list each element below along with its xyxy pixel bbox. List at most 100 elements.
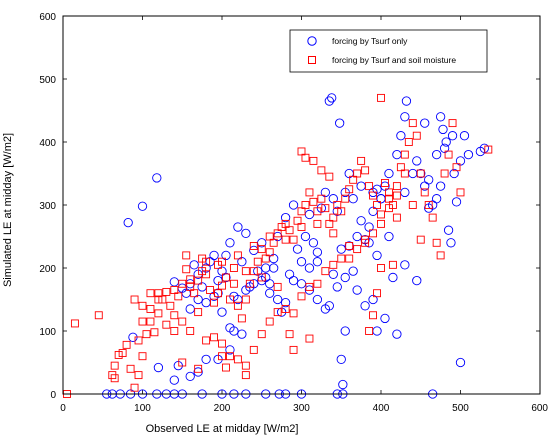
point-tsurf-only — [356, 216, 366, 226]
point-tsurf-only — [348, 194, 358, 204]
point-tsurf-soil-moisture — [222, 363, 230, 372]
point-tsurf-soil-moisture — [249, 267, 258, 276]
point-tsurf-only — [368, 294, 378, 305]
point-tsurf-only — [304, 285, 315, 295]
point-tsurf-soil-moisture — [361, 166, 370, 175]
point-tsurf-soil-moisture — [122, 340, 131, 349]
point-tsurf-soil-moisture — [178, 279, 187, 288]
point-tsurf-soil-moisture — [158, 295, 167, 304]
point-tsurf-soil-moisture — [241, 295, 250, 304]
point-tsurf-only — [193, 294, 203, 305]
point-tsurf-soil-moisture — [162, 287, 171, 296]
point-tsurf-only — [380, 313, 390, 324]
point-tsurf-soil-moisture — [325, 219, 334, 228]
point-tsurf-soil-moisture — [253, 257, 262, 266]
axis-ticks — [62, 15, 541, 395]
point-tsurf-soil-moisture — [377, 210, 385, 219]
point-tsurf-soil-moisture — [301, 201, 310, 209]
point-tsurf-only — [237, 257, 247, 267]
point-tsurf-soil-moisture — [194, 276, 203, 285]
point-tsurf-only — [153, 362, 164, 373]
point-tsurf-soil-moisture — [154, 289, 163, 298]
point-tsurf-soil-moisture — [186, 275, 195, 284]
point-tsurf-only — [189, 260, 199, 270]
point-tsurf-soil-moisture — [233, 251, 242, 260]
point-tsurf-soil-moisture — [178, 317, 187, 326]
point-tsurf-soil-moisture — [214, 260, 222, 269]
point-tsurf-only — [300, 231, 311, 242]
point-tsurf-only — [439, 143, 450, 153]
point-tsurf-soil-moisture — [198, 254, 207, 263]
point-tsurf-soil-moisture — [289, 235, 298, 244]
point-tsurf-soil-moisture — [377, 219, 385, 228]
point-tsurf-soil-moisture — [424, 201, 433, 209]
point-tsurf-only — [328, 269, 338, 279]
point-tsurf-soil-moisture — [273, 282, 282, 291]
point-tsurf-only — [420, 118, 430, 128]
point-tsurf-soil-moisture — [301, 153, 310, 162]
point-tsurf-soil-moisture — [190, 289, 199, 298]
point-tsurf-soil-moisture — [186, 327, 195, 335]
y-axis-label: Simulated LE at midday [W/m2] — [2, 133, 14, 287]
point-tsurf-soil-moisture — [229, 264, 238, 272]
legend-box — [289, 29, 488, 73]
point-tsurf-only — [185, 304, 195, 314]
point-tsurf-soil-moisture — [305, 188, 314, 197]
point-tsurf-only — [388, 272, 398, 283]
point-tsurf-soil-moisture — [281, 219, 290, 228]
point-tsurf-soil-moisture — [265, 317, 274, 326]
point-tsurf-soil-moisture — [289, 345, 298, 354]
x-tick-label-300: 300 — [293, 403, 310, 414]
point-tsurf-soil-moisture — [317, 194, 326, 203]
point-tsurf-only — [364, 222, 374, 232]
point-tsurf-only — [152, 173, 162, 183]
point-tsurf-only — [479, 143, 489, 153]
point-tsurf-soil-moisture — [317, 166, 326, 175]
point-tsurf-only — [338, 379, 348, 390]
point-tsurf-soil-moisture — [214, 289, 222, 298]
point-tsurf-only — [213, 275, 223, 286]
point-tsurf-soil-moisture — [305, 282, 314, 291]
point-tsurf-only — [332, 206, 342, 216]
point-tsurf-soil-moisture — [170, 327, 179, 335]
point-tsurf-soil-moisture — [297, 207, 306, 216]
point-tsurf-soil-moisture — [377, 264, 385, 272]
point-tsurf-soil-moisture — [170, 311, 179, 320]
point-tsurf-soil-moisture — [289, 309, 298, 318]
point-tsurf-soil-moisture — [138, 352, 147, 361]
point-tsurf-only — [284, 269, 295, 279]
point-tsurf-soil-moisture — [321, 204, 330, 213]
point-tsurf-soil-moisture — [206, 286, 215, 294]
x-tick-label-600: 600 — [531, 403, 548, 414]
point-tsurf-soil-moisture — [186, 282, 195, 291]
point-tsurf-only — [368, 187, 378, 198]
point-tsurf-soil-moisture — [420, 188, 429, 197]
point-tsurf-only — [360, 301, 370, 311]
point-tsurf-only — [372, 326, 382, 336]
point-tsurf-only — [217, 307, 227, 317]
point-tsurf-only — [292, 244, 303, 254]
point-tsurf-soil-moisture — [245, 279, 254, 288]
x-axis-label: Observed LE at midday [W/m2] — [146, 423, 299, 435]
point-tsurf-soil-moisture — [170, 286, 179, 294]
point-tsurf-soil-moisture — [257, 245, 266, 254]
point-tsurf-only — [201, 297, 211, 308]
x-tick-label-100: 100 — [134, 403, 151, 414]
point-tsurf-soil-moisture — [369, 311, 377, 320]
point-tsurf-only — [280, 212, 291, 223]
point-tsurf-soil-moisture — [210, 333, 219, 342]
point-tsurf-only — [408, 168, 418, 179]
point-tsurf-soil-moisture — [225, 352, 234, 361]
point-tsurf-soil-moisture — [229, 279, 238, 288]
point-tsurf-soil-moisture — [210, 298, 219, 307]
point-tsurf-only — [424, 175, 434, 185]
x-tick-label-200: 200 — [214, 403, 231, 414]
point-tsurf-soil-moisture — [365, 182, 374, 191]
point-tsurf-only — [396, 131, 406, 141]
x-tick-label-400: 400 — [373, 403, 390, 414]
point-tsurf-soil-moisture — [333, 201, 342, 209]
point-tsurf-soil-moisture — [329, 260, 338, 269]
point-tsurf-only — [193, 367, 203, 377]
point-tsurf-only — [225, 345, 235, 355]
